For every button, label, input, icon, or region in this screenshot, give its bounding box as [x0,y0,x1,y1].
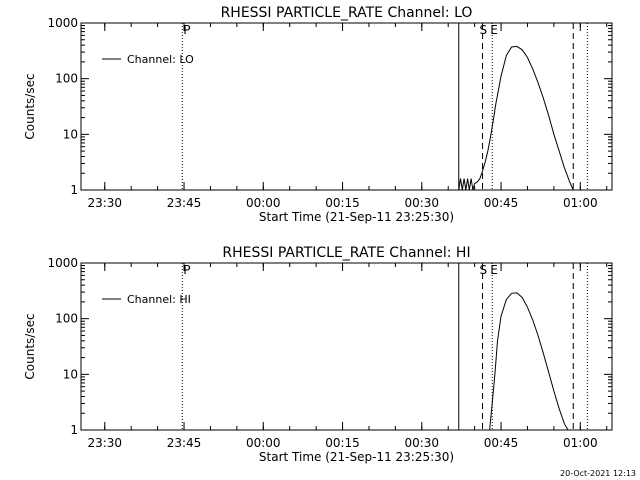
panel-2-ytick-label: 1000 [47,256,78,270]
panel-1-legend-label: Channel: LO [127,53,194,66]
panel-1-plot-frame [80,22,613,191]
panel-2-xtick-label: 00:30 [404,436,439,450]
panel-1-xtick-label: 23:30 [87,196,122,210]
panel-1-xtick-label: 00:15 [325,196,360,210]
generation-timestamp: 20-Oct-2021 12:13 [560,469,636,478]
panel-1-marker-label-P: P [183,23,190,37]
panel-2-marker-label-E: E [490,263,498,277]
panel-1-series-line [458,45,574,191]
panel-2-plot-frame [80,262,613,431]
panel-2-marker-label-P: P [183,263,190,277]
panel-1-xtick-label: 00:45 [484,196,519,210]
panel-2-series-line [489,292,569,431]
panel-1-title: RHESSI PARTICLE_RATE Channel: LO [221,5,473,21]
panel-1-y-axis-label: Counts/sec [23,73,37,139]
panel-2-marker-label-S: S [480,263,488,277]
panel-2-ytick-label: 1 [70,423,78,437]
panel-1-ytick-label: 1 [70,183,78,197]
panel-2-legend-label: Channel: HI [127,293,191,306]
panel-1-ytick-label: 1000 [47,16,78,30]
panel-1-marker-label-S: S [480,23,488,37]
panel-1-marker-label-E: E [490,23,498,37]
panel-2-x-axis-label: Start Time (21-Sep-11 23:25:30) [259,450,454,464]
panel-2-xtick-label: 01:00 [563,436,598,450]
panel-1-ytick-label: 10 [63,127,78,141]
panel-2-title: RHESSI PARTICLE_RATE Channel: HI [222,245,470,261]
panel-1-xtick-label: 00:30 [404,196,439,210]
panel-1-x-axis-label: Start Time (21-Sep-11 23:25:30) [259,210,454,224]
panel-2-xtick-label: 23:45 [167,436,202,450]
panel-2-xtick-label: 00:15 [325,436,360,450]
panel-2-xtick-label: 23:30 [87,436,122,450]
panel-2-xtick-label: 00:45 [484,436,519,450]
panel-1-xtick-label: 23:45 [167,196,202,210]
panel-2-y-axis-label: Counts/sec [23,313,37,379]
panel-1-xtick-label: 00:00 [246,196,281,210]
panel-2-ytick-label: 100 [55,312,78,326]
panel-1-ytick-label: 100 [55,72,78,86]
panel-1-xtick-label: 01:00 [563,196,598,210]
panel-2-xtick-label: 00:00 [246,436,281,450]
panel-2-ytick-label: 10 [63,367,78,381]
